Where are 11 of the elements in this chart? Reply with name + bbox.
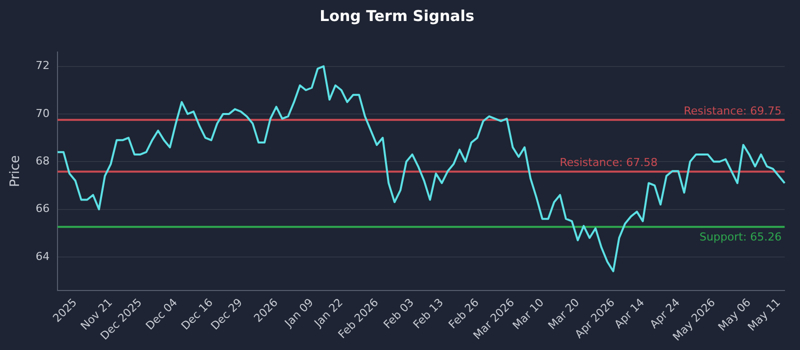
y-tick-label: 70 [36,106,50,120]
chart-title: Long Term Signals [320,6,474,25]
y-tick-label: 72 [36,59,50,72]
y-tick-label: 64 [36,250,50,263]
ref-line-label: Resistance: 69.75 [684,104,782,118]
ref-line-label: Support: 65.26 [699,230,782,244]
ref-line-label: Resistance: 67.58 [560,156,658,169]
x-tick-label: Dec 04 [143,296,180,333]
y-tick-label: 68 [36,154,50,168]
y-axis-title: Price [8,155,24,188]
y-tick-label: 66 [36,202,50,216]
